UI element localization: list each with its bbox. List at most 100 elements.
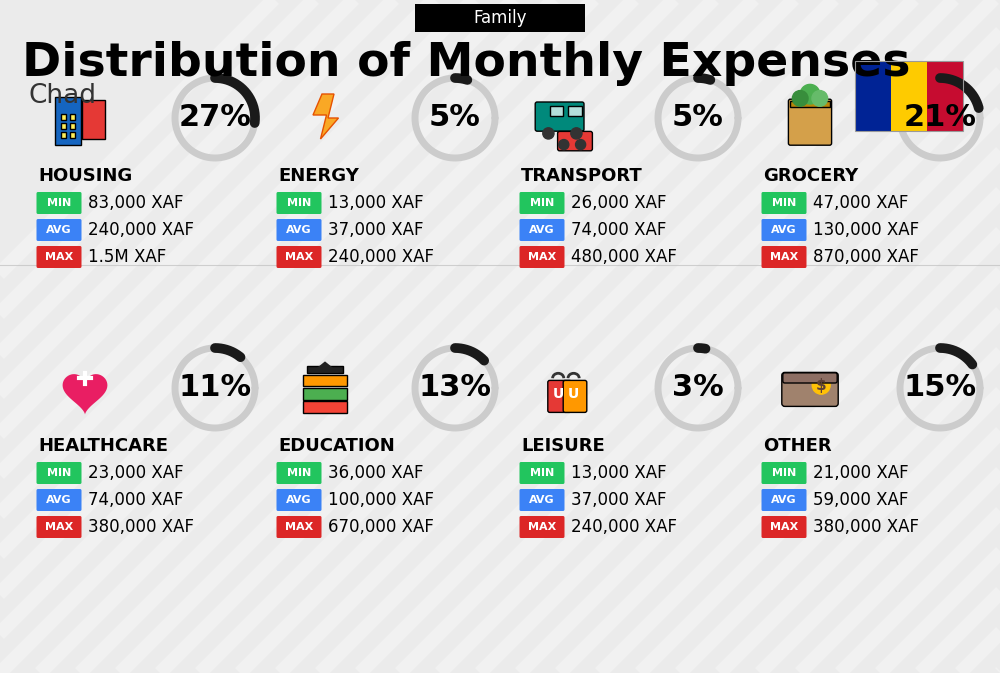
Text: 1.5M XAF: 1.5M XAF xyxy=(88,248,166,266)
Circle shape xyxy=(543,128,554,139)
FancyBboxPatch shape xyxy=(303,388,347,400)
Text: Distribution of Monthly Expenses: Distribution of Monthly Expenses xyxy=(22,40,910,85)
FancyBboxPatch shape xyxy=(762,489,806,511)
Text: 37,000 XAF: 37,000 XAF xyxy=(571,491,666,509)
Text: 47,000 XAF: 47,000 XAF xyxy=(813,194,908,212)
Text: GROCERY: GROCERY xyxy=(763,167,858,185)
FancyBboxPatch shape xyxy=(36,489,82,511)
Text: AVG: AVG xyxy=(771,495,797,505)
Circle shape xyxy=(812,376,830,394)
Text: 13,000 XAF: 13,000 XAF xyxy=(328,194,424,212)
FancyBboxPatch shape xyxy=(70,123,75,129)
FancyBboxPatch shape xyxy=(276,516,322,538)
FancyBboxPatch shape xyxy=(520,246,564,268)
FancyBboxPatch shape xyxy=(520,219,564,241)
Text: AVG: AVG xyxy=(771,225,797,235)
Text: 13,000 XAF: 13,000 XAF xyxy=(571,464,667,482)
Text: 130,000 XAF: 130,000 XAF xyxy=(813,221,919,239)
FancyBboxPatch shape xyxy=(782,372,838,406)
FancyBboxPatch shape xyxy=(550,106,563,116)
FancyBboxPatch shape xyxy=(36,516,82,538)
Text: MAX: MAX xyxy=(45,252,73,262)
FancyBboxPatch shape xyxy=(36,219,82,241)
FancyBboxPatch shape xyxy=(276,489,322,511)
Text: TRANSPORT: TRANSPORT xyxy=(521,167,643,185)
FancyBboxPatch shape xyxy=(70,114,75,120)
Text: 13%: 13% xyxy=(418,374,492,402)
Text: 5%: 5% xyxy=(429,104,481,133)
Polygon shape xyxy=(311,361,339,373)
FancyBboxPatch shape xyxy=(762,516,806,538)
FancyBboxPatch shape xyxy=(61,114,66,120)
Text: MAX: MAX xyxy=(45,522,73,532)
FancyBboxPatch shape xyxy=(520,489,564,511)
FancyBboxPatch shape xyxy=(788,99,832,145)
Text: 21,000 XAF: 21,000 XAF xyxy=(813,464,909,482)
FancyBboxPatch shape xyxy=(276,462,322,484)
Text: 37,000 XAF: 37,000 XAF xyxy=(328,221,424,239)
FancyBboxPatch shape xyxy=(520,192,564,214)
FancyBboxPatch shape xyxy=(535,102,584,131)
Text: MIN: MIN xyxy=(530,468,554,478)
Polygon shape xyxy=(313,94,338,139)
FancyBboxPatch shape xyxy=(55,97,80,145)
Circle shape xyxy=(559,139,569,149)
FancyBboxPatch shape xyxy=(762,219,806,241)
Text: AVG: AVG xyxy=(286,225,312,235)
FancyBboxPatch shape xyxy=(303,401,347,413)
Text: Chad: Chad xyxy=(28,83,96,109)
FancyBboxPatch shape xyxy=(307,366,343,373)
Text: MAX: MAX xyxy=(528,252,556,262)
Text: 21%: 21% xyxy=(904,104,976,133)
FancyBboxPatch shape xyxy=(855,61,891,131)
FancyBboxPatch shape xyxy=(61,123,66,129)
Polygon shape xyxy=(63,374,107,415)
Text: Family: Family xyxy=(473,9,527,27)
FancyBboxPatch shape xyxy=(70,133,75,138)
FancyBboxPatch shape xyxy=(415,4,585,32)
FancyBboxPatch shape xyxy=(276,219,322,241)
Text: 240,000 XAF: 240,000 XAF xyxy=(571,518,677,536)
Text: OTHER: OTHER xyxy=(763,437,832,455)
Text: ENERGY: ENERGY xyxy=(278,167,359,185)
FancyBboxPatch shape xyxy=(520,462,564,484)
Text: 74,000 XAF: 74,000 XAF xyxy=(571,221,666,239)
Text: 5%: 5% xyxy=(672,104,724,133)
Text: AVG: AVG xyxy=(529,495,555,505)
Text: 23,000 XAF: 23,000 XAF xyxy=(88,464,184,482)
Text: MIN: MIN xyxy=(287,198,311,208)
Text: 670,000 XAF: 670,000 XAF xyxy=(328,518,434,536)
Text: 380,000 XAF: 380,000 XAF xyxy=(813,518,919,536)
FancyBboxPatch shape xyxy=(82,100,104,139)
FancyBboxPatch shape xyxy=(790,101,830,107)
Text: MAX: MAX xyxy=(770,252,798,262)
FancyBboxPatch shape xyxy=(276,192,322,214)
FancyBboxPatch shape xyxy=(783,373,837,383)
FancyBboxPatch shape xyxy=(303,375,347,386)
Text: HEALTHCARE: HEALTHCARE xyxy=(38,437,168,455)
Text: 15%: 15% xyxy=(903,374,977,402)
Text: 83,000 XAF: 83,000 XAF xyxy=(88,194,184,212)
Text: 870,000 XAF: 870,000 XAF xyxy=(813,248,919,266)
Text: 26,000 XAF: 26,000 XAF xyxy=(571,194,666,212)
FancyBboxPatch shape xyxy=(61,133,66,138)
Circle shape xyxy=(571,128,582,139)
Text: 100,000 XAF: 100,000 XAF xyxy=(328,491,434,509)
FancyBboxPatch shape xyxy=(276,246,322,268)
Text: AVG: AVG xyxy=(46,495,72,505)
Circle shape xyxy=(576,139,586,149)
Text: 36,000 XAF: 36,000 XAF xyxy=(328,464,424,482)
Text: 74,000 XAF: 74,000 XAF xyxy=(88,491,183,509)
Text: 240,000 XAF: 240,000 XAF xyxy=(328,248,434,266)
Text: 27%: 27% xyxy=(179,104,251,133)
Text: MIN: MIN xyxy=(287,468,311,478)
Text: MAX: MAX xyxy=(770,522,798,532)
Text: U: U xyxy=(568,386,579,400)
Text: MIN: MIN xyxy=(47,198,71,208)
Text: 3%: 3% xyxy=(672,374,724,402)
Text: 59,000 XAF: 59,000 XAF xyxy=(813,491,908,509)
FancyBboxPatch shape xyxy=(520,516,564,538)
FancyBboxPatch shape xyxy=(563,380,587,413)
FancyBboxPatch shape xyxy=(568,106,582,116)
Text: MAX: MAX xyxy=(528,522,556,532)
